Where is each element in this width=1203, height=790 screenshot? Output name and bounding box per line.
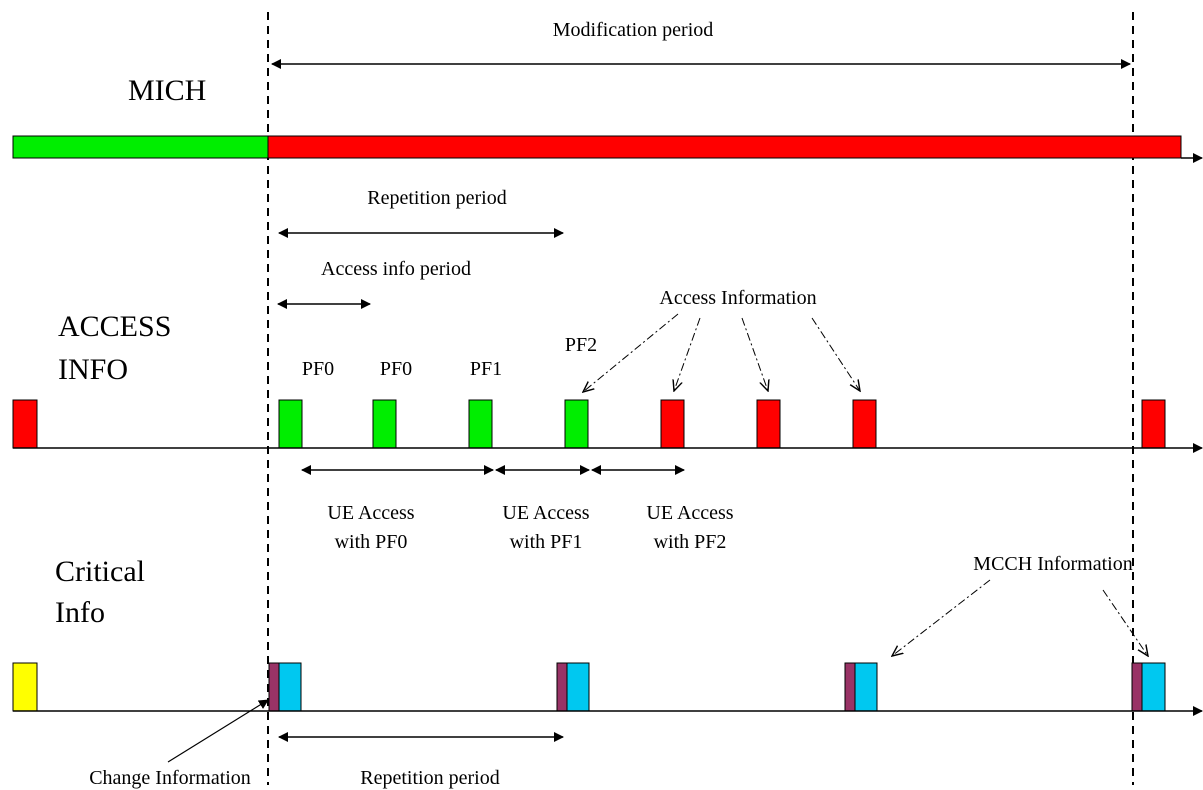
access-block-red-prev <box>12 399 38 449</box>
mcch-block-3 <box>854 662 878 712</box>
change-info-block-1 <box>268 662 280 712</box>
access-info-pointer-4 <box>811 317 860 391</box>
access-block-red-1 <box>660 399 685 449</box>
pf-label-3: PF1 <box>470 358 502 380</box>
mcch-info-pointer-1 <box>892 579 991 656</box>
change-info-block-4 <box>1131 662 1143 712</box>
repetition-period-bottom-label: Repetition period <box>360 767 499 789</box>
critical-block-yellow <box>12 662 38 712</box>
access-info-pointer-2 <box>674 317 701 391</box>
access-information-label: Access Information <box>659 287 816 309</box>
change-information-label: Change Information <box>89 767 251 789</box>
access-block-red-next <box>1141 399 1166 449</box>
ue-access-pf2-line1: UE Access <box>646 502 733 524</box>
mcch-block-2 <box>566 662 590 712</box>
mich-bar-green <box>12 135 269 159</box>
access-info-period-label: Access info period <box>321 258 471 280</box>
access-block-pf0-a <box>278 399 303 449</box>
access-info-pointer-1 <box>583 313 679 392</box>
access-block-pf0-b <box>372 399 397 449</box>
access-info-row-label-line1: ACCESS <box>58 310 171 343</box>
change-info-block-3 <box>844 662 856 712</box>
critical-info-row-label-line2: Info <box>55 596 105 629</box>
mcch-block-1 <box>278 662 302 712</box>
repetition-period-top-label: Repetition period <box>367 187 506 209</box>
access-info-pointer-3 <box>741 317 768 391</box>
mich-row-label: MICH <box>128 74 206 107</box>
critical-info-row-label-line1: Critical <box>55 555 145 588</box>
pf-label-4: PF2 <box>565 334 597 356</box>
access-info-row-label-line2: INFO <box>58 353 128 386</box>
access-block-pf1 <box>468 399 493 449</box>
mcch-block-4 <box>1141 662 1166 712</box>
change-information-pointer <box>167 699 269 763</box>
pf-label-2: PF0 <box>380 358 412 380</box>
mcch-info-pointer-2 <box>1102 589 1148 656</box>
ue-access-pf2-line2: with PF2 <box>654 531 727 553</box>
pf-label-1: PF0 <box>302 358 334 380</box>
ue-access-pf0-line2: with PF0 <box>335 531 408 553</box>
ue-access-pf0-line1: UE Access <box>327 502 414 524</box>
mcch-information-label: MCCH Information <box>973 553 1132 575</box>
modification-period-label: Modification period <box>553 19 714 41</box>
access-block-red-2 <box>756 399 781 449</box>
ue-access-pf1-line2: with PF1 <box>510 531 583 553</box>
ue-access-pf1-line1: UE Access <box>502 502 589 524</box>
change-info-block-2 <box>556 662 568 712</box>
mich-bar-red <box>267 135 1182 159</box>
access-block-pf2 <box>564 399 589 449</box>
access-block-red-3 <box>852 399 877 449</box>
